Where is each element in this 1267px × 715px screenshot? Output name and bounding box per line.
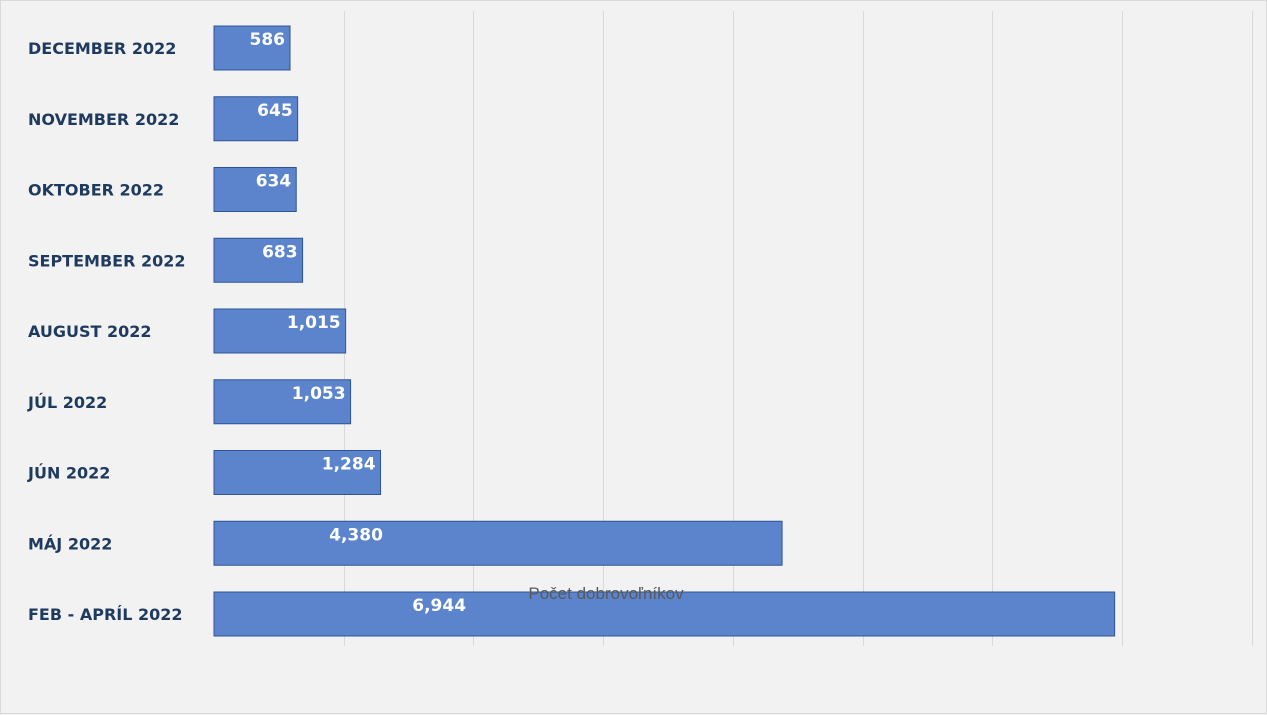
bar [213, 520, 783, 566]
x-axis-title: Počet dobrovoľníkov [528, 584, 684, 603]
value-label: 1,015 [287, 313, 341, 333]
bar [213, 25, 291, 71]
value-label: 634 [256, 172, 292, 192]
category-label: OKTOBER 2022 [28, 181, 164, 200]
gridlines [344, 11, 1253, 646]
bar [213, 591, 1116, 637]
category-label: NOVEMBER 2022 [28, 110, 179, 129]
category-label: AUGUST 2022 [28, 322, 152, 341]
bars [213, 25, 1116, 637]
value-label: 645 [257, 101, 293, 121]
category-label: FEB - APRÍL 2022 [28, 605, 183, 624]
category-label: SEPTEMBER 2022 [28, 251, 186, 270]
bar [213, 308, 347, 354]
value-label: 6,944 [412, 596, 466, 616]
bar [213, 96, 299, 142]
bar [213, 167, 297, 212]
value-label: 586 [250, 30, 286, 50]
bar [213, 379, 352, 425]
value-label: 683 [262, 242, 298, 262]
bar [213, 450, 382, 495]
category-label: DECEMBER 2022 [28, 39, 176, 58]
value-labels: 586 645 634 683 1,015 1,053 1,284 4,380 6,944 [250, 30, 467, 616]
category-label: JÚN 2022 [27, 464, 110, 483]
bar [213, 237, 304, 283]
category-labels: DECEMBER 2022 NOVEMBER 2022 OKTOBER 2022 SE… [27, 39, 186, 624]
value-label: 1,284 [322, 455, 376, 475]
value-label: 4,380 [329, 525, 383, 545]
value-label: 1,053 [292, 384, 346, 404]
category-label: JÚL 2022 [27, 393, 107, 412]
category-label: MÁJ 2022 [28, 534, 112, 553]
